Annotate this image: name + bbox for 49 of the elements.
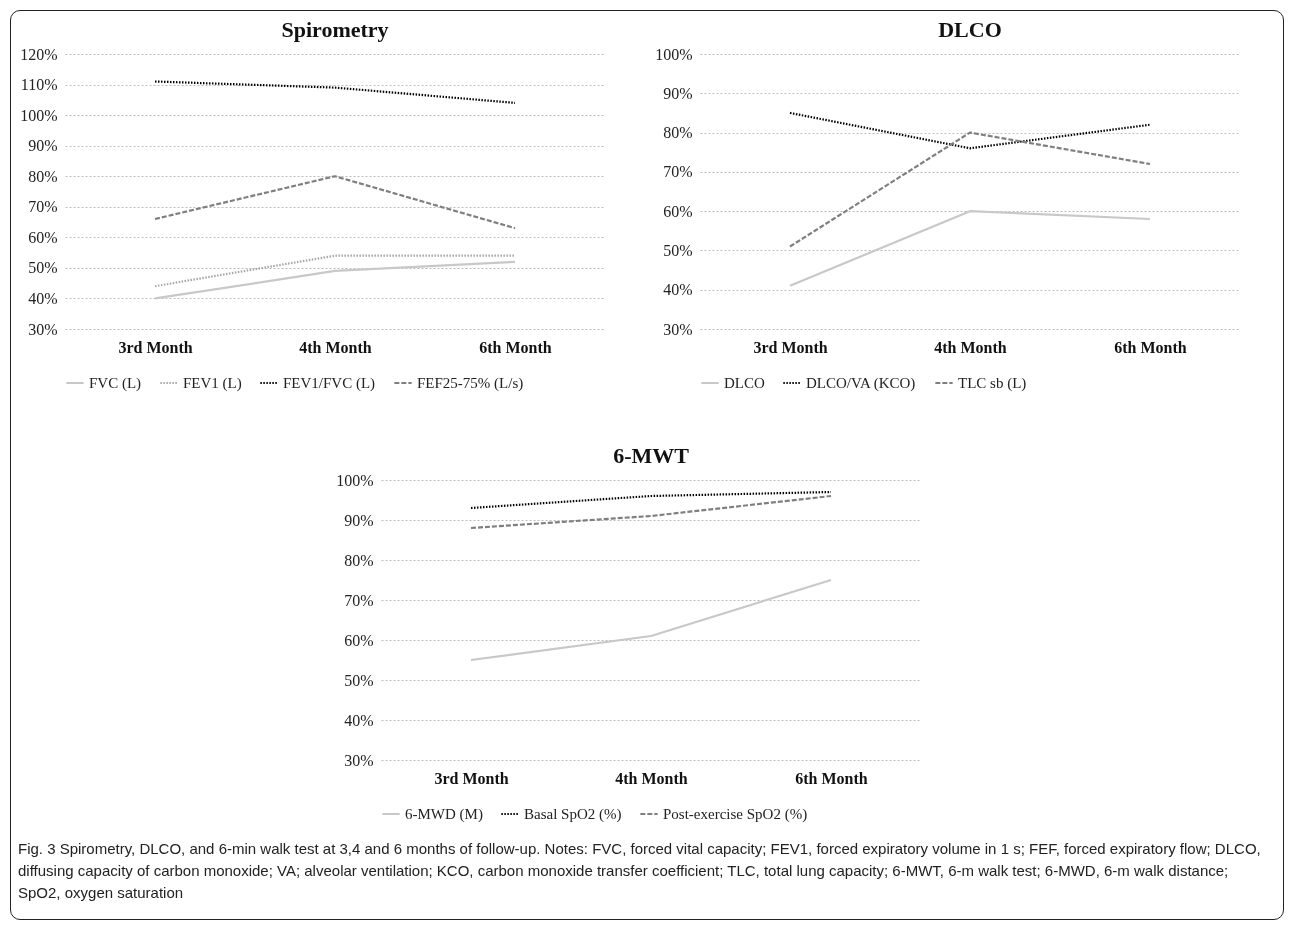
x-tick-label: 4th Month bbox=[934, 338, 1007, 356]
y-tick-label: 30% bbox=[28, 320, 58, 338]
y-tick-label: 100% bbox=[655, 45, 693, 63]
y-tick-label: 70% bbox=[28, 198, 58, 216]
y-tick-label: 80% bbox=[663, 124, 693, 142]
y-tick-label: 120% bbox=[20, 45, 58, 63]
chart-title: Spirometry bbox=[281, 17, 389, 42]
y-tick-label: 90% bbox=[344, 511, 374, 529]
y-tick-label: 90% bbox=[28, 137, 58, 155]
legend-label: Basal SpO2 (%) bbox=[524, 806, 622, 823]
y-tick-label: 80% bbox=[28, 167, 58, 185]
legend-label: Post-exercise SpO2 (%) bbox=[663, 806, 808, 823]
legend-label: FEV1/FVC (L) bbox=[283, 375, 376, 392]
y-tick-label: 30% bbox=[663, 320, 693, 338]
x-tick-label: 6th Month bbox=[795, 769, 868, 787]
y-tick-label: 60% bbox=[663, 202, 693, 220]
y-tick-label: 50% bbox=[663, 241, 693, 259]
y-tick-label: 100% bbox=[20, 106, 58, 124]
y-tick-label: 40% bbox=[663, 281, 693, 299]
y-tick-label: 50% bbox=[344, 671, 374, 689]
legend-label: FVC (L) bbox=[89, 375, 142, 392]
y-tick-label: 80% bbox=[344, 551, 374, 569]
legend-label: DLCO bbox=[724, 375, 765, 391]
y-tick-label: 60% bbox=[344, 631, 374, 649]
x-tick-label: 6th Month bbox=[479, 338, 552, 356]
x-tick-label: 6th Month bbox=[1114, 338, 1187, 356]
legend-label: DLCO/VA (KCO) bbox=[806, 375, 916, 392]
x-tick-label: 3rd Month bbox=[753, 338, 828, 356]
x-tick-label: 4th Month bbox=[615, 769, 688, 787]
y-tick-label: 70% bbox=[663, 163, 693, 181]
y-tick-label: 50% bbox=[28, 259, 58, 277]
legend-label: FEF25-75% (L/s) bbox=[417, 375, 524, 392]
y-tick-label: 100% bbox=[336, 471, 374, 489]
x-tick-label: 3rd Month bbox=[434, 769, 509, 787]
chart-title: DLCO bbox=[938, 17, 1002, 42]
y-tick-label: 90% bbox=[663, 84, 693, 102]
x-tick-label: 4th Month bbox=[299, 338, 372, 356]
legend-label: 6-MWD (M) bbox=[405, 806, 483, 823]
y-tick-label: 40% bbox=[28, 289, 58, 307]
y-tick-label: 110% bbox=[20, 76, 58, 94]
y-tick-label: 40% bbox=[344, 711, 374, 729]
y-tick-label: 70% bbox=[344, 591, 374, 609]
x-tick-label: 3rd Month bbox=[118, 338, 193, 356]
caption: Fig. 3 Spirometry, DLCO, and 6-min walk test at 3,4 and 6 months of follow-up. Notes: FVC, forced vital capacity; FEV1, forced expiratory volume in 1 s; FEF, forced expiratory flow; DLCO, diffusing capacity of carbon monoxide; VA; alveolar ventilation; KCO, carbon monoxide transfer coefficient; TLC, total lung capacity; 6-MWT, 6-m walk test; 6-MWD, 6-m walk distance; SpO2, oxygen saturation bbox=[18, 839, 1262, 903]
y-tick-label: 60% bbox=[28, 228, 58, 246]
chart-title: 6-MWT bbox=[613, 443, 690, 468]
y-tick-label: 30% bbox=[344, 751, 374, 769]
legend-label: FEV1 (L) bbox=[183, 375, 242, 392]
legend-label: TLC sb (L) bbox=[958, 375, 1027, 392]
